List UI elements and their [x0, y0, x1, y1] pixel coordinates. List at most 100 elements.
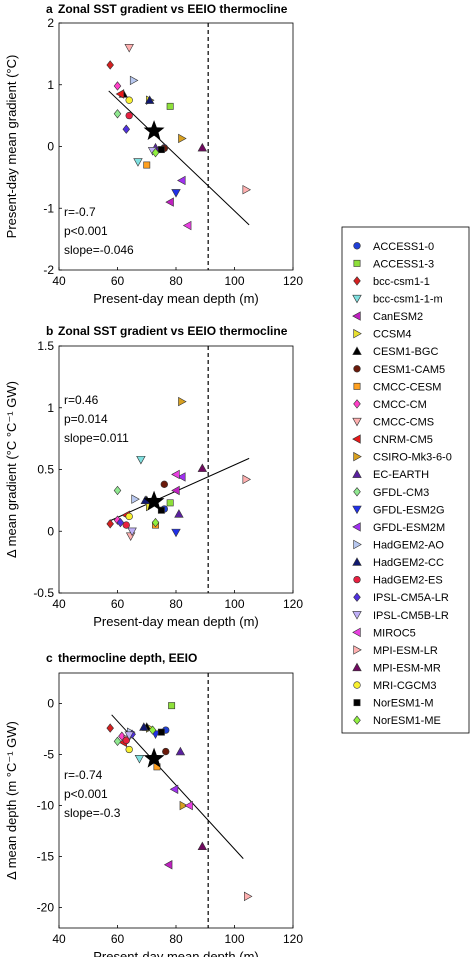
panel-b-point	[157, 506, 165, 514]
panel-a-ytick-label: -2	[43, 263, 54, 277]
panel-b-point	[171, 485, 180, 496]
legend-marker	[352, 627, 361, 638]
legend-marker	[353, 259, 361, 267]
legend-item: CMCC-CESM	[353, 381, 441, 393]
panel-b-xtick-label: 120	[283, 597, 303, 611]
panel-a-point	[242, 185, 252, 195]
legend-item: GFDL-ESM2G	[352, 504, 445, 516]
panel-c-ytick-label: -15	[37, 850, 55, 864]
legend-marker	[353, 382, 361, 390]
panel-c-xlabel: Present-day mean depth (m)	[93, 949, 258, 957]
panel-b-point	[127, 527, 137, 537]
panel-b-point	[116, 517, 125, 528]
legend-label: MRI-CGCM3	[373, 680, 437, 692]
panel-c-point	[197, 841, 208, 851]
legend-marker	[353, 328, 362, 339]
panel-b-xtick-label: 80	[169, 597, 183, 611]
legend-label: HadGEM2-ES	[373, 575, 443, 587]
panel-a-xtick-label: 60	[111, 274, 125, 288]
legend-item: CMCC-CMS	[352, 417, 434, 429]
panel-b-ytick-label: 1	[47, 401, 54, 415]
panel-b-point	[131, 494, 140, 504]
panel-b-stat: p=0.014	[64, 412, 108, 426]
legend-label: CSIRO-Mk3-6-0	[373, 452, 452, 464]
panel-b-ytick-label: -0.5	[33, 586, 54, 600]
legend-marker	[353, 487, 361, 497]
panel-c-point	[124, 731, 134, 741]
legend-label: NorESM1-M	[373, 698, 434, 710]
legend-item: GFDL-CM3	[353, 487, 429, 499]
panel-a-point	[125, 96, 133, 104]
legend-marker	[352, 294, 362, 304]
legend-item: HadGEM2-CC	[352, 557, 444, 569]
panel-c-ytick-label: -10	[37, 799, 55, 813]
legend-marker	[353, 539, 362, 550]
legend-label: GFDL-CM3	[373, 487, 429, 499]
panel-c-point	[157, 728, 165, 736]
panel-b-stat: r=0.46	[64, 393, 99, 407]
panel-c-xtick-label: 80	[169, 932, 183, 946]
legend-label: bcc-csm1-1-m	[373, 294, 443, 306]
legend-label: NorESM1-ME	[373, 715, 441, 727]
legend-label: HadGEM2-AO	[373, 540, 444, 552]
panel-b-ytick-label: 0	[47, 524, 54, 538]
panel-b-point	[174, 509, 184, 518]
panel-b-point	[151, 517, 160, 528]
legend-item: CSIRO-Mk3-6-0	[353, 452, 452, 464]
legend-label: CanESM2	[373, 311, 423, 323]
panel-b-point	[125, 532, 136, 542]
panel-b-xtick-label: 60	[111, 597, 125, 611]
legend-label: IPSL-CM5B-LR	[373, 610, 449, 622]
panel-b-ytick-label: 0.5	[37, 463, 54, 477]
panel-a-xlabel: Present-day mean depth (m)	[93, 291, 258, 306]
panel-b-point	[122, 521, 130, 529]
panel-c-ytick-label: -20	[37, 901, 55, 915]
legend-item: HadGEM2-AO	[353, 539, 444, 552]
panel-b-axes-box	[58, 345, 294, 594]
panel-a-xtick-label: 120	[283, 274, 303, 288]
panel-b-point	[242, 474, 252, 485]
panel-a: a Zonal SST gradient vs EEIO thermocline…	[4, 2, 303, 306]
panel-c-point	[179, 800, 189, 811]
legend-marker	[352, 434, 361, 444]
legend-label: HadGEM2-CC	[373, 557, 444, 569]
panel-c-point	[139, 722, 149, 731]
legend-label: CMCC-CESM	[373, 381, 441, 393]
legend-item: EC-EARTH	[352, 469, 429, 481]
legend-marker	[353, 399, 361, 409]
panel-b-point	[113, 485, 122, 496]
panel-a-xtick-label: 80	[169, 274, 183, 288]
panel-c-xtick-label: 100	[224, 932, 244, 946]
legend-label: CESM1-BGC	[373, 346, 438, 358]
legend-item: MIROC5	[352, 627, 416, 639]
legend-item: ACCESS1-0	[353, 241, 434, 253]
panel-c-stat: slope=-0.3	[64, 806, 121, 820]
legend-item: CanESM2	[352, 311, 423, 323]
panel-a-point	[124, 44, 134, 53]
legend-label: MPI-ESM-LR	[373, 645, 438, 657]
legend-item: GFDL-ESM2M	[352, 522, 445, 534]
panel-b-stat: slope=0.011	[64, 431, 129, 445]
legend-item: MRI-CGCM3	[353, 680, 437, 692]
panel-a-point	[143, 161, 151, 169]
legend-item: bcc-csm1-1	[353, 276, 430, 288]
legend-label: EC-EARTH	[373, 469, 429, 481]
panel-b-ylabel: Δ mean gradient (°C °C⁻¹ GW)	[4, 381, 19, 558]
legend-item: HadGEM2-ES	[353, 575, 443, 587]
panel-a-point	[171, 189, 181, 198]
legend-item: NorESM1-M	[353, 698, 434, 710]
panel-a-point	[115, 89, 125, 99]
panel-a-regression-line	[108, 90, 250, 226]
legend-label: ACCESS1-0	[373, 241, 434, 253]
panel-a-point	[106, 60, 114, 70]
panel-c-xtick-label: 40	[52, 932, 66, 946]
panel-a-ytick-label: 2	[47, 16, 54, 30]
legend-marker	[352, 505, 362, 515]
legend-label: MIROC5	[373, 627, 416, 639]
legend-marker	[353, 592, 361, 602]
panel-a-ylabel: Present-day mean gradient (°C)	[4, 55, 19, 239]
legend-label: ACCESS1-3	[373, 258, 434, 270]
legend-marker	[353, 365, 361, 373]
panel-a-stat: p<0.001	[64, 224, 108, 238]
legend-label: CNRM-CM5	[373, 434, 433, 446]
